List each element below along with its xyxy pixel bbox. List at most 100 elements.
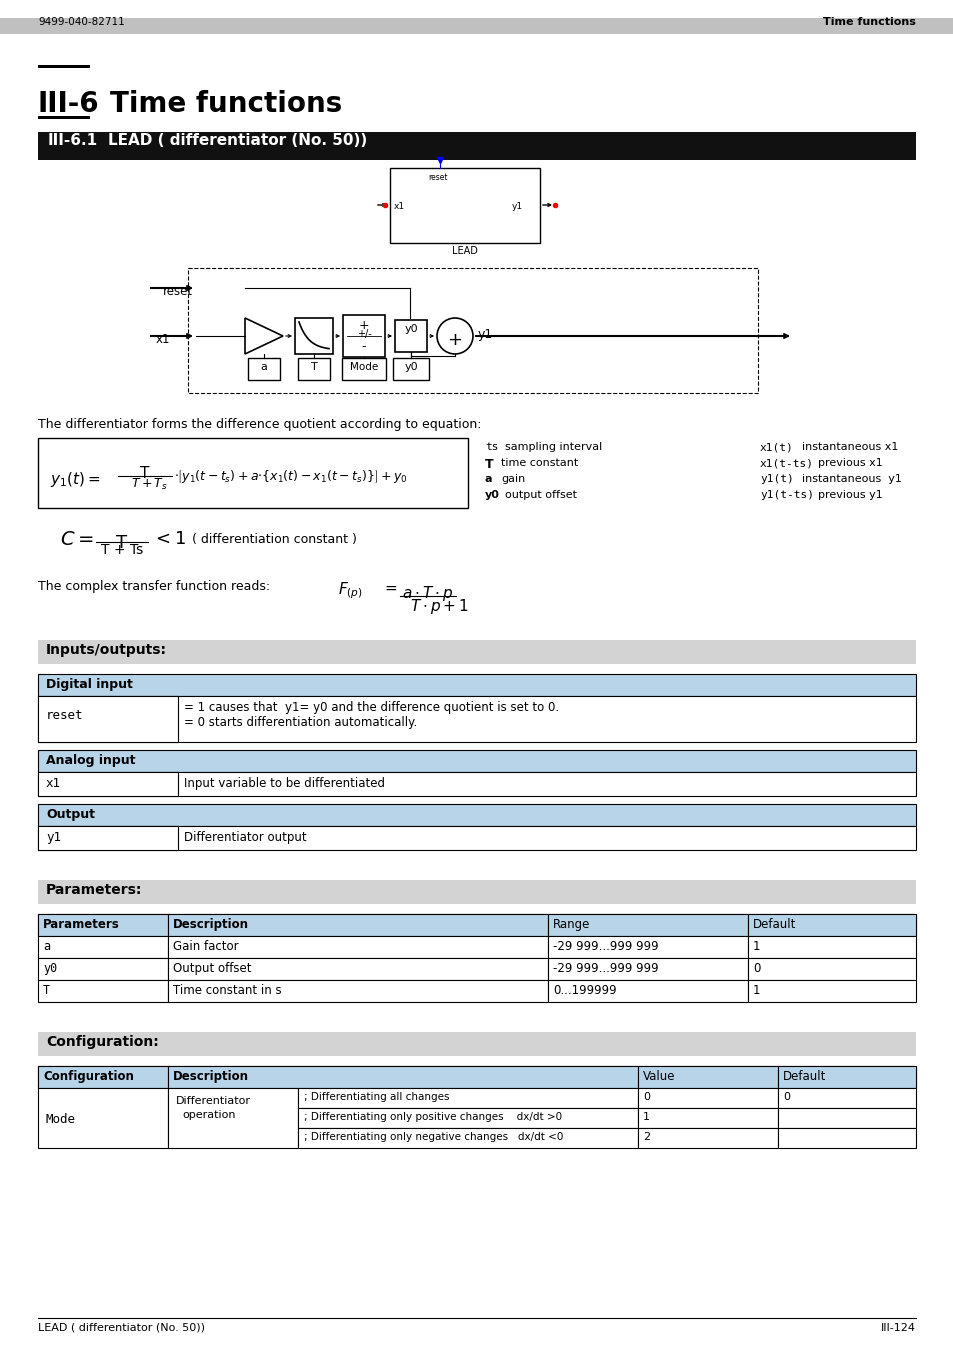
Bar: [38, 640, 915, 664]
Bar: [38, 958, 168, 980]
Text: $< 1$: $< 1$: [152, 531, 186, 548]
Text: reset: reset: [46, 709, 84, 722]
Bar: [168, 980, 547, 1002]
Text: T: T: [43, 984, 51, 998]
Text: 0: 0: [782, 1092, 789, 1102]
Text: Configuration:: Configuration:: [46, 1035, 158, 1049]
Text: x1: x1: [156, 333, 171, 346]
Bar: [38, 826, 915, 850]
Text: +: +: [447, 331, 462, 350]
Text: $C=$: $C=$: [60, 531, 93, 549]
Bar: [0, 18, 953, 30]
Text: = 0 starts differentiation automatically.: = 0 starts differentiation automatically…: [184, 716, 416, 729]
Text: -: -: [361, 340, 366, 352]
Text: $a \cdot T \cdot p$: $a \cdot T \cdot p$: [402, 585, 453, 603]
Text: 9499-040-82711: 9499-040-82711: [38, 18, 125, 27]
Bar: [778, 1129, 915, 1148]
Bar: [38, 914, 915, 936]
Text: y1: y1: [477, 328, 493, 342]
Bar: [38, 880, 915, 905]
Text: instantaneous  y1: instantaneous y1: [801, 474, 901, 485]
Text: previous x1: previous x1: [817, 458, 882, 468]
Text: Inputs/outputs:: Inputs/outputs:: [46, 643, 167, 657]
Text: Default: Default: [782, 1071, 825, 1083]
Text: operation: operation: [182, 1110, 235, 1120]
Text: y0: y0: [404, 362, 417, 373]
Text: ( differentiation constant ): ( differentiation constant ): [192, 533, 356, 545]
Text: ts: ts: [484, 441, 498, 452]
Text: Mode: Mode: [350, 362, 377, 373]
Bar: [38, 1088, 168, 1148]
Bar: [168, 958, 547, 980]
Bar: [38, 826, 178, 850]
Text: a: a: [484, 474, 492, 485]
Bar: [38, 697, 178, 743]
Text: Parameters: Parameters: [43, 918, 120, 932]
Bar: [38, 674, 915, 697]
Text: T: T: [140, 466, 150, 481]
Text: Configuration: Configuration: [43, 1071, 133, 1083]
Bar: [38, 751, 915, 772]
Text: Value: Value: [642, 1071, 675, 1083]
Text: Differentiator: Differentiator: [175, 1096, 251, 1106]
Text: 0...199999: 0...199999: [553, 984, 616, 998]
Text: Time functions: Time functions: [822, 18, 915, 27]
Bar: [297, 1108, 638, 1129]
Bar: [168, 936, 547, 958]
Text: 0: 0: [752, 963, 760, 975]
Text: reset: reset: [428, 173, 447, 182]
Text: Mode: Mode: [46, 1112, 76, 1126]
Text: $T \cdot p+1$: $T \cdot p+1$: [410, 597, 468, 616]
Text: III-6: III-6: [38, 90, 99, 117]
Bar: [38, 936, 168, 958]
Bar: [38, 65, 90, 68]
Bar: [297, 1088, 638, 1108]
Text: Digital input: Digital input: [46, 678, 132, 691]
Text: LEAD ( differentiator (No. 50)): LEAD ( differentiator (No. 50)): [108, 134, 367, 148]
Text: sampling interval: sampling interval: [504, 441, 601, 452]
Text: LEAD: LEAD: [452, 246, 477, 256]
Text: Output: Output: [46, 809, 95, 821]
Text: 1: 1: [752, 940, 760, 953]
Text: y1: y1: [46, 832, 61, 844]
Text: 1: 1: [642, 1112, 649, 1122]
Bar: [547, 958, 747, 980]
Text: Description: Description: [172, 918, 249, 932]
Bar: [294, 319, 333, 354]
Bar: [38, 697, 915, 743]
Bar: [38, 1066, 168, 1088]
Text: The differentiator forms the difference quotient according to equation:: The differentiator forms the difference …: [38, 418, 481, 431]
Bar: [38, 772, 915, 796]
Text: output offset: output offset: [504, 490, 577, 500]
Text: Differentiator output: Differentiator output: [184, 832, 306, 844]
Text: Gain factor: Gain factor: [172, 940, 238, 953]
Bar: [341, 358, 386, 379]
Text: 1: 1: [752, 984, 760, 998]
Bar: [547, 980, 747, 1002]
Bar: [38, 132, 915, 161]
Bar: [38, 437, 468, 508]
Text: y0: y0: [404, 324, 417, 333]
Text: ; Differentiating only positive changes    dx/dt >0: ; Differentiating only positive changes …: [304, 1112, 561, 1122]
Bar: [778, 1066, 915, 1088]
Text: y1: y1: [512, 202, 522, 211]
Text: Description: Description: [172, 1071, 249, 1083]
Bar: [747, 980, 915, 1002]
Text: III-6.1: III-6.1: [48, 134, 98, 148]
Text: -29 999...999 999: -29 999...999 999: [553, 940, 658, 953]
Text: LEAD ( differentiator (No. 50)): LEAD ( differentiator (No. 50)): [38, 1323, 205, 1332]
Bar: [778, 1108, 915, 1129]
Text: instantaneous x1: instantaneous x1: [801, 441, 898, 452]
Bar: [0, 30, 953, 34]
Text: $F_{(p)}$: $F_{(p)}$: [337, 580, 362, 601]
Text: Input variable to be differentiated: Input variable to be differentiated: [184, 778, 385, 790]
Text: ; Differentiating all changes: ; Differentiating all changes: [304, 1092, 449, 1102]
Bar: [38, 980, 168, 1002]
Bar: [638, 1066, 778, 1088]
Bar: [248, 358, 280, 379]
Text: Analog input: Analog input: [46, 755, 135, 767]
Text: y0: y0: [484, 490, 499, 500]
Text: reset: reset: [163, 285, 193, 298]
Text: a: a: [260, 362, 267, 373]
Text: y0: y0: [43, 963, 57, 975]
